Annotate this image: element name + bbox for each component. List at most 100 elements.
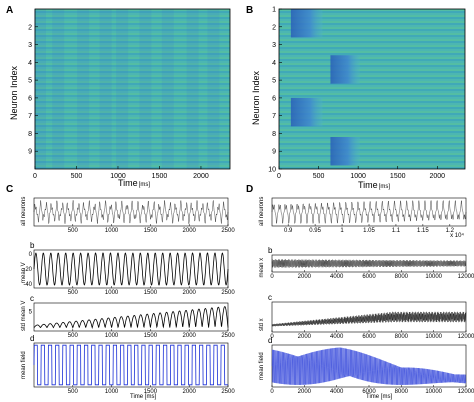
panel-d-xtick-label: 0 <box>270 334 274 340</box>
panel-a-band <box>99 9 112 169</box>
panel-d-xtick-label: 10000 <box>425 389 442 395</box>
panel-d-subplot-1: 0.9 0.95 1 1.05 1.1 1.15 1.2x 10⁴ all neurons <box>259 197 467 239</box>
panel-a-band <box>116 9 129 169</box>
panel-b-stripe <box>279 89 465 91</box>
panel-d-sub-letter: c <box>268 293 272 302</box>
panel-a-stripe <box>35 131 230 133</box>
panel-d-xtick-label: 0 <box>270 389 274 395</box>
panel-c-xtick-label: 2500 <box>221 389 235 395</box>
panel-d-xmultiplier: x 10⁴ <box>450 232 464 239</box>
panel-a-stripe <box>35 109 230 111</box>
panel-a-stripe <box>35 87 230 89</box>
panel-a-stripe <box>35 23 230 25</box>
panel-a-stripe <box>35 63 230 65</box>
panel-a-ytick-label: 2 <box>28 24 32 31</box>
panel-a-stripe <box>35 69 230 71</box>
panel-a-stripe <box>35 119 230 121</box>
panel-b-stripe <box>279 107 465 109</box>
panel-b-ytick-label: 4 <box>272 60 276 67</box>
panel-d: 0.9 0.95 1 1.05 1.1 1.15 1.2x 10⁴ all neurons 0 2… <box>259 197 474 395</box>
panel-a-stripe <box>35 81 230 83</box>
panel-a-stripe <box>35 113 230 115</box>
panel-b-stripe <box>279 71 465 73</box>
panel-b-stripe <box>279 95 465 97</box>
panel-a-ylabel: Neuron Index <box>9 65 19 120</box>
panel-a-stripe <box>35 143 230 145</box>
panel-a-border <box>34 8 231 170</box>
panel-d-xtick-label: 1.1 <box>392 228 401 234</box>
panel-b-stripe <box>279 19 465 21</box>
panel-b-ytick-label: 2 <box>272 24 276 31</box>
panel-a-stripe <box>35 145 230 147</box>
panel-a-stripe <box>35 93 230 95</box>
panel-b-stripe <box>279 137 465 139</box>
panel-b-stripe <box>279 165 465 167</box>
panel-b-stripe <box>279 131 465 133</box>
panel-b-stripe <box>279 141 465 143</box>
panel-a-stripe <box>35 149 230 151</box>
panel-d-xtick-label: 8000 <box>395 389 409 395</box>
panel-b-stripe <box>279 73 465 75</box>
panel-b-xticks: 0 500 1000 1500 2000 <box>277 166 445 180</box>
panel-d-trace <box>271 200 467 225</box>
panel-b-stripe <box>279 83 465 85</box>
panel-b-stripe <box>279 149 465 151</box>
panel-b-stripe <box>279 47 465 49</box>
panel-b-yticks: 1 2 3 4 5 6 7 8 9 10 <box>268 7 282 174</box>
panel-a-stripe <box>35 157 230 159</box>
panel-b-stripe <box>279 37 465 39</box>
panel-a-stripe <box>35 163 230 165</box>
panel-b-xtick-label: 1000 <box>350 173 366 180</box>
panel-a-ytick-label: 4 <box>28 60 32 67</box>
panel-a-stripe <box>35 15 230 17</box>
panel-letter-b: B <box>246 5 253 16</box>
panel-c-sub-letter: b <box>30 241 35 250</box>
panel-a-stripe <box>35 77 230 79</box>
panel-a-stripe <box>35 153 230 155</box>
panel-c-ylabel: mean V <box>21 262 27 283</box>
panel-b-stripe <box>279 35 465 37</box>
panel-a-stripe <box>35 13 230 15</box>
panel-b-stripe <box>279 123 465 125</box>
panel-a-band <box>207 9 220 169</box>
panel-a-stripe <box>35 55 230 57</box>
panel-b-stripe <box>279 53 465 55</box>
panel-a-stripe <box>35 111 230 113</box>
panel-a-stripe <box>35 31 230 33</box>
panel-letter-d: D <box>246 184 253 195</box>
panel-b-stripe <box>279 25 465 27</box>
panel-b-stripe <box>279 109 465 111</box>
panel-a-stripe <box>35 89 230 91</box>
panel-a-stripe <box>35 85 230 87</box>
panel-d-sub-letter: b <box>268 246 273 255</box>
panel-a-xticks: 0 500 1000 1500 2000 <box>33 166 209 180</box>
panel-d-ylabel: mean field <box>259 352 265 380</box>
panel-a-band <box>33 9 46 169</box>
panel-b-heatmap: 1 2 3 4 5 6 7 8 9 10 0 500 1000 1500 2000 Time[ms] Ne… <box>251 7 466 190</box>
panel-a-ytick-label: 9 <box>28 149 32 156</box>
panel-d-subplot-2: 0 2000 4000 6000 8000 10000 12000 mean xb <box>259 246 474 280</box>
panel-d-trace <box>271 311 467 327</box>
panel-a-stripe <box>35 17 230 19</box>
panel-c-xtick-label: 2000 <box>183 290 197 296</box>
panel-b-stripe <box>279 91 465 93</box>
panel-b-stripe <box>279 63 465 65</box>
panel-a-xtick-label: 500 <box>71 173 83 180</box>
panel-b-stripe <box>279 81 465 83</box>
panel-a-stripe <box>35 147 230 149</box>
panel-b-stripe <box>279 77 465 79</box>
panel-b-stripe <box>279 65 465 67</box>
panel-b-stripe <box>279 67 465 69</box>
panel-b-stripe <box>279 69 465 71</box>
panel-a-stripes <box>35 9 230 169</box>
panel-b-stripe <box>279 157 465 159</box>
panel-b-stripe <box>279 147 465 149</box>
panel-a-stripe <box>35 45 230 47</box>
panel-letter-c: C <box>6 184 13 195</box>
panel-d-xtick-label: 8000 <box>395 334 409 340</box>
panel-a-stripe <box>35 101 230 103</box>
panel-a-stripe <box>35 127 230 129</box>
panel-a-ytick-label: 7 <box>28 113 32 120</box>
